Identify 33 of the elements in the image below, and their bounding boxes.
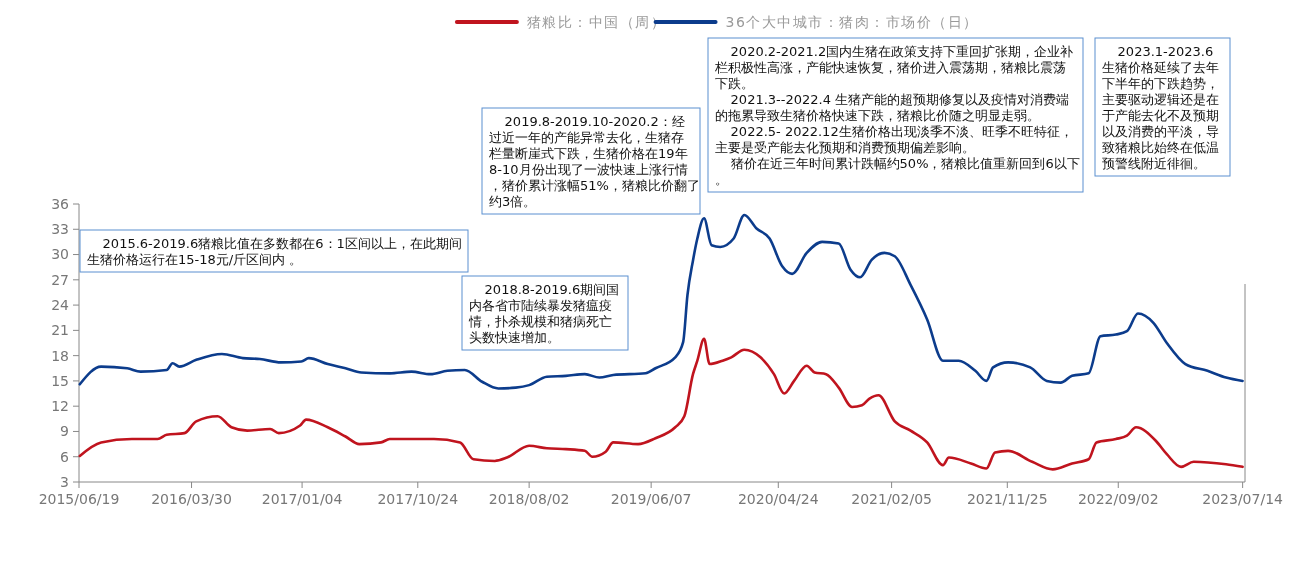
text: 2023.1-2023.6生猪价格延续了去年下半年的下跌趋势，主要驱动逻辑还是在于产能去化不及预期以及消费的平淡，导致猪粮比始终在低温预警线附近徘徊。 bbox=[1102, 44, 1219, 171]
x-tick-label: 2018/08/02 bbox=[488, 491, 570, 507]
y-tick-label: 12 bbox=[51, 398, 69, 415]
y-tick-label: 27 bbox=[51, 271, 69, 288]
y-tick-label: 33 bbox=[51, 221, 69, 238]
annotation: 2019.8-2019.10-2020.2：经过近一年的产能异常去化，生猪存栏量断崖式下跌，生猪价格在19年8-10月份出现了一波快速上涨行情，猪价累计涨幅51%，猪粮比价翻了约3倍。 bbox=[488, 114, 700, 209]
y-tick-label: 3 bbox=[60, 473, 69, 490]
y-tick-label: 18 bbox=[51, 347, 69, 364]
text: 2020.2-2021.2国内生猪在政策支持下重回扩张期，企业补栏积极性高涨，产能快速恢复，猪价进入震荡期，猪粮比震荡下跌。 bbox=[714, 44, 1074, 91]
text: 猪价在近三年时间累计跌幅约50%，猪粮比值重新回到6以下。 bbox=[715, 156, 1080, 187]
y-tick-label: 6 bbox=[60, 448, 70, 465]
text: 2021.3--2022.4 生猪产能的超预期修复以及疫情对消费端的拖累导致生猪价格快速下跌，猪粮比价随之明显走弱。 bbox=[715, 92, 1070, 123]
line-series bbox=[78, 213, 1244, 390]
x-tick-label: 2023/07/14 bbox=[1202, 491, 1284, 507]
x-tick-label: 2020/04/24 bbox=[737, 491, 819, 507]
y-tick-label: 15 bbox=[51, 372, 69, 389]
y-tick-label: 36 bbox=[51, 195, 70, 212]
y-tick-label: 21 bbox=[51, 322, 69, 339]
x-tick-label: 2022/09/02 bbox=[1077, 491, 1159, 507]
x-tick-label: 2017/10/24 bbox=[377, 491, 459, 507]
x-tick-label: 2017/01/04 bbox=[261, 491, 343, 507]
x-tick-label: 2021/11/25 bbox=[966, 491, 1048, 507]
annotation: 2015.6-2019.6猪粮比值在多数都在6：1区间以上，在此期间生猪价格运行在15-18元/斤区间内 。 bbox=[87, 236, 462, 267]
annotation: 2018.8-2019.6期间国内各省市陆续暴发猪瘟疫情，扑杀规模和猪病死亡头数快速增加。 bbox=[468, 282, 620, 345]
x-tick-label: 2019/06/07 bbox=[610, 491, 692, 507]
y-tick-label: 9 bbox=[60, 423, 69, 440]
x-tick-label: 2015/06/19 bbox=[38, 491, 120, 507]
y-tick-label: 24 bbox=[51, 296, 70, 313]
y-tick-label: 30 bbox=[51, 246, 69, 263]
legend-label: 36个大中城市：猪肉：市场价（日） bbox=[725, 14, 979, 30]
x-tick-label: 2021/02/05 bbox=[851, 491, 932, 507]
text: 2022.5- 2022.12生猪价格出现淡季不淡、旺季不旺特征，主要是受产能去化预期和消费预期偏差影响。 bbox=[715, 124, 1073, 155]
x-tick-label: 2016/03/30 bbox=[151, 491, 232, 507]
